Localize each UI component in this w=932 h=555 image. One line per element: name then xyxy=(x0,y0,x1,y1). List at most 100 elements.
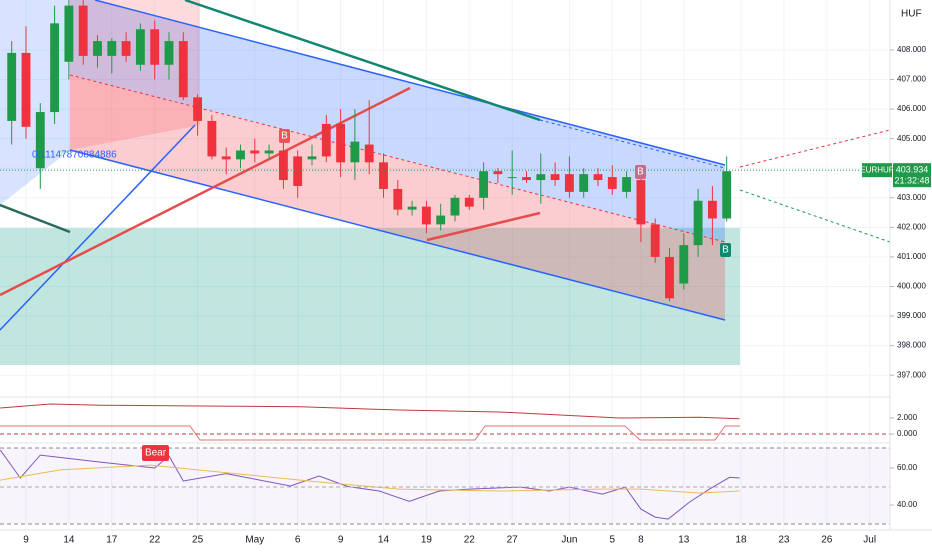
channel-mid xyxy=(69,74,726,243)
marker-label: B xyxy=(281,131,288,142)
candle-body xyxy=(207,120,217,157)
candle-body xyxy=(150,29,160,65)
x-tick-label: 14 xyxy=(63,535,75,546)
candle-body xyxy=(679,245,689,284)
y-tick-label: 400.000 xyxy=(897,282,926,291)
y-tick-label: 397.000 xyxy=(897,370,926,379)
candle-body xyxy=(221,156,231,160)
currency-label: HUF xyxy=(901,9,922,20)
countdown-label: 21:32:48 xyxy=(894,176,929,186)
trend-line xyxy=(426,211,541,242)
marks-layer xyxy=(0,0,890,520)
candle-body xyxy=(264,150,274,154)
y-tick-label: 60.00 xyxy=(897,463,918,472)
trend-line xyxy=(539,119,726,169)
candle-body xyxy=(307,156,317,160)
y-tick-label: 406.000 xyxy=(897,104,926,113)
x-tick-label: 23 xyxy=(778,535,790,546)
y-tick-label: 2.000 xyxy=(897,413,918,422)
x-tick-label: 18 xyxy=(735,535,747,546)
x-tick-label: May xyxy=(245,535,264,546)
candle-body xyxy=(350,141,360,163)
candle-body xyxy=(21,52,31,127)
y-tick-label: 407.000 xyxy=(897,75,926,84)
rsi-band xyxy=(0,448,890,524)
candle-body xyxy=(278,150,288,181)
candle-body xyxy=(35,112,45,169)
target-box xyxy=(0,228,740,365)
candle-body xyxy=(650,224,660,257)
candle-body xyxy=(607,177,617,189)
trend-line xyxy=(0,124,196,331)
candle-body xyxy=(321,123,331,157)
signal-step xyxy=(0,425,740,441)
candle-body xyxy=(507,177,517,179)
candle-body xyxy=(522,177,531,181)
x-tick-label: Jul xyxy=(863,535,876,546)
candle-body xyxy=(407,206,417,210)
indicator-line xyxy=(0,449,740,520)
x-tick-label: 5 xyxy=(610,535,616,546)
candle-body xyxy=(393,188,403,210)
x-tick-label: 27 xyxy=(507,535,519,546)
candle-body xyxy=(379,162,388,189)
candle-body xyxy=(693,200,703,246)
price-axis xyxy=(890,0,932,550)
candle-body xyxy=(722,171,732,219)
candle-body xyxy=(450,197,460,216)
candle-body xyxy=(493,171,503,175)
x-tick-label: 9 xyxy=(338,535,344,546)
trend-line xyxy=(0,203,71,234)
price-box xyxy=(893,163,931,188)
candle-body xyxy=(293,156,303,186)
candle-body xyxy=(622,177,632,192)
candle-body xyxy=(250,150,260,154)
x-tick-label: Jun xyxy=(561,535,577,546)
x-tick-label: 22 xyxy=(149,535,161,546)
trend-line xyxy=(184,0,541,122)
candle-body xyxy=(236,150,245,160)
x-tick-label: 6 xyxy=(295,535,301,546)
y-tick-label: 408.000 xyxy=(897,45,926,54)
candle-body xyxy=(93,41,102,56)
marker: B xyxy=(720,243,731,257)
box-left xyxy=(70,0,200,150)
candle-body xyxy=(164,41,174,65)
x-tick-label: 17 xyxy=(106,535,118,546)
y-tick-label: 405.000 xyxy=(897,134,926,143)
candle-body xyxy=(178,41,188,98)
channel-upper xyxy=(70,0,725,242)
y-tick-label: 398.000 xyxy=(897,341,926,350)
channel-top xyxy=(94,0,726,166)
y-tick-label: 0.000 xyxy=(897,429,918,438)
candle-body xyxy=(536,174,546,181)
candle-body xyxy=(564,174,574,192)
candle-body xyxy=(550,174,560,181)
marker-label: B xyxy=(722,245,729,256)
candle-body xyxy=(193,97,203,121)
price-label: 403.934 xyxy=(896,165,929,175)
candle-body xyxy=(436,215,446,225)
candle-body xyxy=(579,174,589,192)
candle-body xyxy=(107,41,117,56)
candle-body xyxy=(707,200,717,219)
y-tick-label: 401.000 xyxy=(897,252,926,261)
x-tick-label: 9 xyxy=(23,535,29,546)
x-tick-label: 19 xyxy=(421,535,433,546)
x-tick-label: 13 xyxy=(678,535,690,546)
candle-body xyxy=(50,23,60,113)
x-tick-label: 25 xyxy=(192,535,204,546)
candle-body xyxy=(421,206,431,225)
candle-body xyxy=(7,52,17,121)
candle-body xyxy=(336,123,346,163)
marker: B xyxy=(279,129,290,143)
annotation: 0.11147870884886 xyxy=(32,150,117,161)
symbol-label: EURHUF xyxy=(860,165,893,174)
candle-body xyxy=(64,5,74,62)
marker: Bear xyxy=(142,445,169,461)
candle-body xyxy=(364,144,374,163)
candle-body xyxy=(78,5,88,56)
candle-body xyxy=(665,256,674,299)
